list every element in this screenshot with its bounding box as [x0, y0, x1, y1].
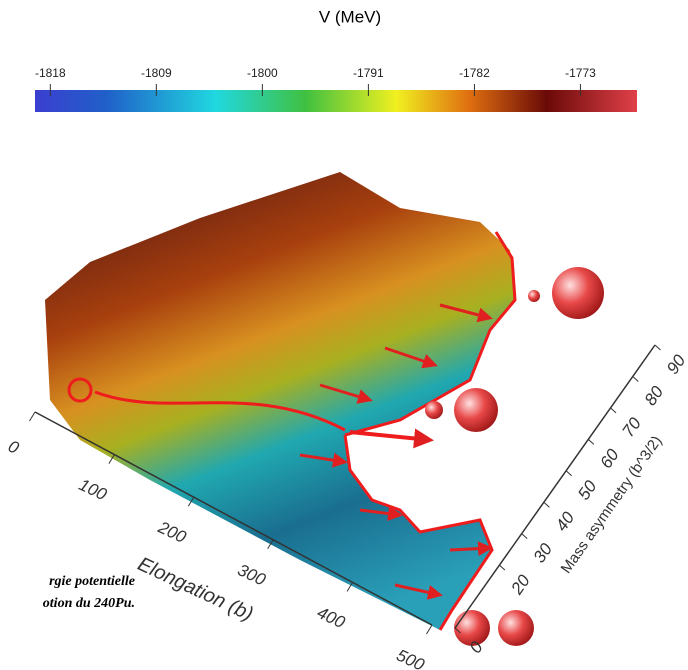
- colorbar-tick-label: -1818: [35, 66, 66, 80]
- y_axis-tick: [610, 407, 617, 414]
- x_axis-tick-label: 300: [235, 560, 269, 589]
- y_axis-tick: [565, 470, 572, 477]
- caption-line: otion du 240Pu.: [43, 596, 135, 611]
- y_axis-tick: [632, 376, 639, 382]
- y_axis-tick-label: 30: [530, 539, 557, 566]
- y_axis-tick-label: 60: [596, 445, 623, 472]
- x_axis-tick-label: 500: [394, 645, 428, 670]
- y_axis-tick-label: 70: [619, 414, 646, 441]
- y_axis-tick: [521, 533, 528, 540]
- y_axis-tick-label: 50: [574, 477, 601, 504]
- y_axis-tick-label: 80: [641, 382, 668, 409]
- y_axis-tick: [543, 501, 550, 508]
- y_axis-tick-label: 20: [507, 571, 534, 599]
- y_axis-tick-label: 90: [663, 351, 688, 378]
- colorbar: [35, 90, 637, 112]
- colorbar-tick-label: -1809: [141, 66, 172, 80]
- x_axis-tick: [426, 624, 433, 635]
- y_axis-tick: [654, 344, 661, 351]
- y_axis-tick: [454, 627, 461, 634]
- x_axis-tick: [108, 454, 115, 464]
- colorbar-tick-label: -1773: [565, 66, 596, 80]
- x_axis-tick: [187, 496, 195, 507]
- x_axis-tick-label: 200: [154, 517, 189, 547]
- caption-line: rgie potentielle: [49, 574, 135, 589]
- colorbar-tick-label: -1791: [353, 66, 384, 80]
- y_axis-tick-label: 40: [552, 508, 579, 535]
- x_axis-tick: [346, 582, 354, 592]
- x_axis-tick-label: 400: [314, 603, 348, 632]
- y_axis-line: [454, 344, 656, 629]
- y_axis-tick: [499, 564, 506, 571]
- colorbar-title: V (MeV): [319, 7, 381, 26]
- surface: [45, 172, 604, 646]
- x_axis-tick-label: 0: [5, 436, 22, 457]
- x_axis-tick-label: 100: [76, 475, 110, 504]
- x_axis-tick: [267, 539, 274, 550]
- x_axis-line: [34, 411, 433, 626]
- x_axis-tick: [29, 411, 36, 422]
- y_axis-tick: [587, 438, 595, 445]
- colorbar-tick-label: -1782: [459, 66, 490, 80]
- colorbar-tick-label: -1800: [247, 66, 278, 80]
- x-axis-label: Elongation (b): [134, 553, 256, 626]
